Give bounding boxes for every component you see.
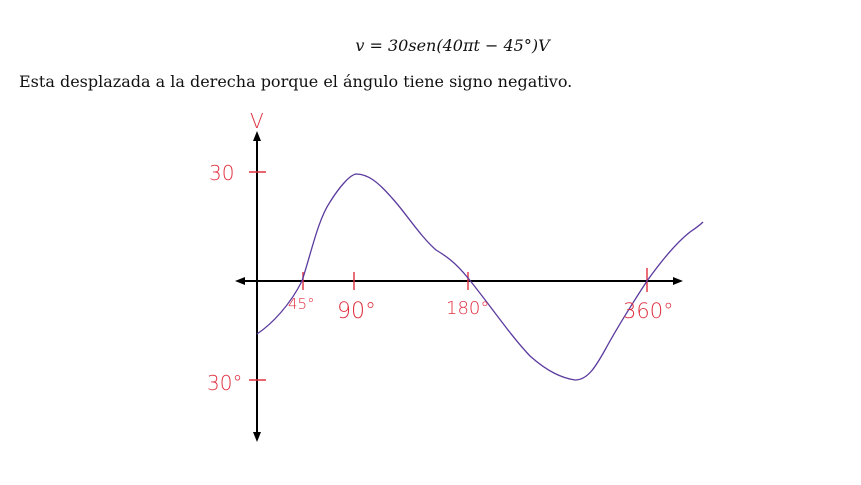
equation: v = 30sen(40πt − 45°)V: [355, 36, 550, 55]
sine-curve: [256, 173, 704, 381]
x-tick-label-360: 360°: [623, 299, 674, 323]
y-axis-label: V: [250, 109, 264, 133]
y-tick-label-top: 30: [209, 161, 234, 185]
x-tick-label-180: 180°: [446, 298, 489, 319]
x-tick-label-45: 45°: [288, 295, 315, 313]
x-tick-label-90: 90°: [337, 299, 376, 324]
caption-text: Esta desplazada a la derecha porque el á…: [19, 72, 573, 91]
y-tick-label-bottom: 30°: [207, 371, 242, 395]
